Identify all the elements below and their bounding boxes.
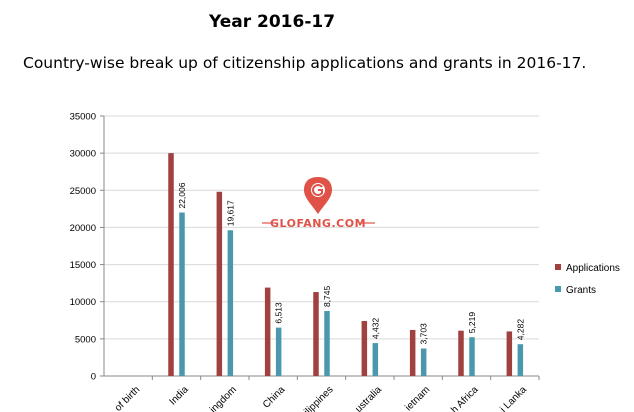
bar-grants	[227, 230, 234, 376]
data-label: 5,219	[467, 312, 477, 334]
category-label: h Africa	[449, 384, 481, 412]
category-labels: of birth India ingdom China ilippines ustrali…	[113, 384, 529, 412]
bar-applications	[506, 331, 513, 376]
map-pin-logo-icon	[304, 177, 332, 214]
bar-applications	[216, 191, 223, 376]
data-label: 6,513	[274, 302, 284, 324]
legend-swatch-applications	[555, 264, 561, 270]
y-tick-label: 10000	[70, 297, 96, 308]
category-label: ietnam	[403, 384, 432, 412]
y-tick-label: 30000	[70, 149, 96, 160]
legend-swatch-grants	[555, 286, 561, 292]
bar-applications	[168, 153, 174, 376]
axes	[103, 116, 539, 377]
page-title: Year 2016-17	[208, 12, 336, 32]
data-labels: 22,006 19,617 6,513 8,745 4,432 3,703 5,219 4,2…	[177, 182, 525, 344]
legend-label-grants: Grants	[566, 285, 596, 296]
bar-grants	[179, 212, 185, 376]
data-label: 3,703	[419, 323, 429, 345]
category-label: ingdom	[208, 384, 239, 412]
y-tick-labels: 0 5000 10000 15000 20000 25000 30000 35000	[70, 112, 96, 383]
data-label: 4,432	[370, 318, 380, 340]
y-tick-label: 25000	[70, 186, 96, 197]
bar-grants	[469, 337, 475, 376]
y-tick-label: 0	[91, 372, 96, 383]
data-label: 19,617	[225, 200, 235, 226]
legend-label-applications: Applications	[566, 263, 620, 274]
bars	[168, 153, 524, 376]
category-label: ilippines	[302, 384, 335, 412]
data-label: 8,745	[322, 285, 332, 307]
data-label: 4,282	[515, 319, 525, 341]
bar-applications	[313, 292, 319, 376]
bar-applications	[409, 329, 416, 376]
bar-applications	[264, 287, 271, 376]
bar-grants	[420, 348, 427, 376]
bar-applications	[458, 330, 464, 376]
watermark: GLOFANG.COM	[262, 177, 375, 230]
category-label: of birth	[113, 384, 142, 412]
y-tick-label: 5000	[75, 334, 96, 345]
bar-grants	[372, 343, 379, 376]
category-label: i Lanka	[498, 384, 529, 412]
watermark-text: GLOFANG.COM	[270, 217, 366, 230]
y-tick-label: 35000	[70, 112, 96, 123]
chart-subtitle: Country-wise break up of citizenship app…	[23, 54, 587, 72]
y-tick-label: 20000	[70, 223, 96, 234]
category-label: China	[261, 384, 288, 411]
bar-applications	[361, 321, 368, 376]
bar-grants	[275, 327, 282, 376]
legend: Applications Grants	[555, 263, 620, 296]
y-tick-label: 15000	[70, 260, 96, 271]
category-label: India	[168, 384, 191, 407]
category-label: ustralia	[353, 384, 384, 412]
bar-grants	[517, 344, 524, 376]
data-label: 22,006	[177, 182, 187, 208]
bar-grants	[324, 311, 330, 376]
